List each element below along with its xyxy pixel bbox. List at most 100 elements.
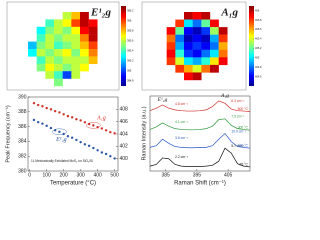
colorbar-tick-label: 386.2: [127, 9, 134, 13]
heatmap-cell: [192, 49, 202, 58]
data-point: [58, 130, 61, 133]
heatmap-cell: [175, 34, 185, 43]
colorbar-tick-label: 404.6: [255, 74, 262, 78]
heatmap-cell: [71, 26, 81, 35]
heatmap-cell: [175, 19, 185, 28]
heatmap-cell: [88, 34, 98, 42]
heatmap-cell: [166, 27, 176, 35]
colorbar-tick-label: 405.8: [255, 18, 262, 22]
map-title: A₁g: [220, 7, 238, 19]
heatmap-cell: [184, 12, 193, 20]
heatmap-cell: [166, 42, 176, 50]
data-point: [75, 138, 78, 142]
fwhm-label: 5.7 cm⁻¹: [231, 144, 245, 148]
spectrum-line: [149, 100, 251, 112]
colorbar-tick-label: 384.8: [127, 79, 134, 83]
data-point: [109, 130, 112, 134]
colorbar-tick-label: 405.4: [255, 37, 262, 41]
heatmap-cell: [80, 63, 89, 72]
y-axis-label: Raman Intensity (a.u.): [141, 106, 147, 160]
heatmap-cell: [62, 63, 72, 72]
fwhm-label: 4.1 cm⁻¹: [175, 120, 189, 124]
heatmap-cell: [192, 19, 202, 28]
heatmap-cell: [210, 42, 219, 50]
y2-tick-label: 404: [120, 131, 129, 137]
heatmap-cell: [192, 12, 202, 20]
data-point: [79, 140, 82, 144]
heatmap-cell: [45, 63, 55, 72]
x-tick-label: 400: [93, 172, 102, 178]
data-point: [113, 132, 116, 135]
x-tick-label: 100: [43, 172, 52, 178]
heatmap-cell: [175, 49, 185, 58]
fwhm-label: 3.6 cm⁻¹: [175, 136, 189, 140]
temperature-label: 300 °C: [238, 126, 249, 130]
x-tick-label: 395: [193, 172, 202, 178]
data-point: [32, 101, 36, 105]
colorbar-tick-label: 406: [255, 8, 260, 12]
heatmap-cell: [45, 56, 55, 64]
heatmap-cell: [166, 57, 176, 66]
heatmap-cell: [45, 26, 55, 35]
data-point: [49, 126, 53, 130]
heatmap-cell: [218, 49, 228, 58]
y2-tick-label: 400: [120, 156, 129, 162]
y-tick-label: 386: [18, 124, 27, 130]
data-point: [83, 143, 87, 146]
heatmap-cell: [54, 49, 63, 57]
colorbar-tick-label: 385.6: [127, 39, 134, 43]
data-point: [96, 149, 99, 152]
data-point: [45, 124, 48, 128]
heatmap-cell: [201, 34, 211, 43]
heatmap-cell: [54, 19, 63, 27]
note: 1L Mechanically Exfoliated MoS₂ on SiO₂/…: [31, 159, 93, 163]
heatmap-cell: [80, 19, 89, 27]
heatmap-cell: [45, 34, 55, 42]
y-tick-label: 380: [18, 168, 27, 174]
data-point: [66, 114, 70, 118]
peak-label: E¹₂g: [157, 97, 168, 103]
heatmap-cell: [36, 26, 46, 35]
heatmap-cell: [210, 57, 219, 66]
map-title: E¹₂g: [90, 7, 111, 19]
heatmap-cell: [71, 63, 81, 72]
heatmap-cell: [192, 34, 202, 43]
heatmap-cell: [192, 72, 202, 81]
data-point: [36, 103, 40, 107]
colorbar: [249, 6, 254, 86]
heatmap-cell: [45, 19, 55, 27]
heatmap-cell: [210, 49, 219, 58]
plot-frame: [149, 95, 251, 172]
y-tick-label: 384: [18, 139, 27, 145]
x-tick-label: 0: [28, 172, 31, 178]
heatmap-cell: [62, 56, 72, 64]
heatmap-cell: [201, 64, 211, 73]
y-axis-label: Peak Frequency (cm⁻¹): [5, 105, 11, 162]
data-point: [41, 105, 44, 108]
heatmap-cell: [201, 27, 211, 35]
heatmap-cell: [184, 27, 193, 35]
heatmap-cell: [54, 26, 63, 35]
spectrum-line: [149, 147, 251, 168]
heatmap-cell: [80, 41, 89, 50]
x-tick-label: 385: [161, 172, 170, 178]
heatmap-cell: [218, 57, 228, 66]
heatmap-cell: [210, 64, 219, 73]
heatmap-cell: [218, 42, 228, 50]
data-point: [83, 121, 87, 124]
data-point: [109, 155, 112, 158]
heatmap-cell: [201, 12, 211, 20]
heatmap-cell: [54, 63, 63, 72]
heatmap-cell: [45, 49, 55, 57]
data-point: [41, 122, 44, 125]
x-tick-label: 200: [59, 172, 68, 178]
y2-tick-label: 406: [120, 119, 129, 125]
heatmap-cell: [62, 34, 72, 42]
x-tick-label: 300: [76, 172, 85, 178]
heatmap-cell: [184, 57, 193, 66]
heatmap-cell: [71, 56, 81, 64]
spectrum-line: [149, 118, 251, 131]
fwhm-label: 7.5 cm⁻¹: [231, 115, 245, 119]
temperature-label: 100 °C: [238, 144, 249, 148]
heatmap-cell: [80, 12, 89, 20]
